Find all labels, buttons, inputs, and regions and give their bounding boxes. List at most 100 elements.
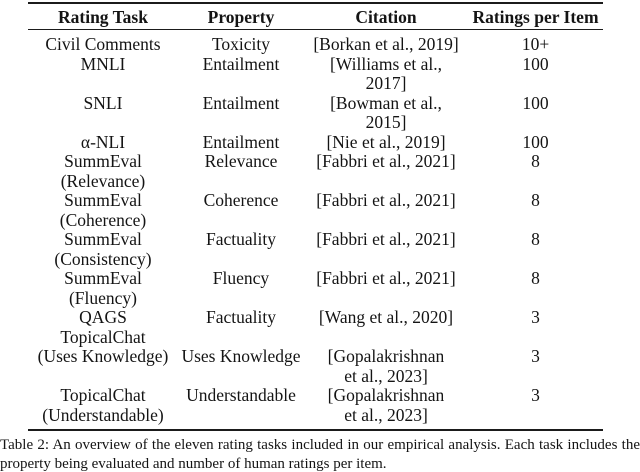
property-cell: Coherence (178, 190, 304, 230)
cell-line: [Nie et al., 2019] (326, 131, 446, 152)
table-body: Civil Comments Toxicity [Borkan et al., 20… (28, 30, 603, 429)
cell-line: [Gopalakrishnan (327, 346, 445, 366)
cell-line: Understandable (186, 385, 296, 405)
task-cell: MNLI (28, 54, 178, 94)
property-cell: Understandable (178, 385, 304, 425)
ratings-cell: 8 (468, 190, 603, 230)
cell-line: [Fabbri et al., 2021] (316, 190, 456, 210)
property-cell: Toxicity (178, 34, 304, 55)
cell-line: TopicalChat (60, 326, 146, 347)
cell-line: SummEval (64, 151, 142, 171)
task-cell: QAGS (28, 307, 178, 328)
cell-line: 3 (531, 307, 540, 327)
cell-line: α-NLI (80, 131, 126, 152)
cell-line: SummEval (64, 229, 142, 249)
citation-cell: [Fabbri et al., 2021] (304, 190, 468, 230)
property-cell: Factuality (178, 229, 304, 269)
table-row: SummEval (Fluency) Fluency [Fabbri et al., … (28, 268, 603, 308)
table-row: SummEval (Relevance) Relevance [Fabbri et a… (28, 151, 603, 191)
task-cell: SummEval (Relevance) (28, 151, 178, 191)
table-row: TopicalChat (Understandable) Understandabl… (28, 385, 603, 425)
cell-line: SummEval (64, 190, 142, 210)
cell-line: Coherence (203, 190, 279, 210)
cell-line: 100 (522, 92, 549, 113)
cell-line: 2017] (365, 73, 407, 93)
cell-line: et al., 2023] (344, 404, 428, 425)
ratings-cell: 100 (468, 53, 603, 94)
property-cell: Uses Knowledge (178, 328, 304, 387)
cell-line: 8 (531, 151, 540, 171)
cell-line: 100 (522, 53, 549, 74)
cell-line (304, 328, 468, 348)
cell-line: (Coherence) (59, 209, 147, 230)
table-header-row: Rating Task Property Citation Ratings pe… (28, 4, 603, 30)
cell-line: [Fabbri et al., 2021] (316, 151, 456, 171)
cell-line: 100 (522, 131, 549, 152)
property-cell: Factuality (178, 307, 304, 328)
cell-line (468, 328, 603, 348)
cell-line: 2015] (365, 112, 407, 132)
cell-line: (Consistency) (54, 248, 152, 269)
cell-line: [Borkan et al., 2019] (313, 34, 459, 54)
table-row: α-NLI Entailment [Nie et al., 2019] 100 (28, 131, 603, 153)
cell-line: (Relevance) (60, 170, 146, 191)
property-cell: Fluency (178, 268, 304, 308)
cell-line: SNLI (83, 92, 123, 113)
property-cell: Relevance (178, 151, 304, 191)
column-header-property: Property (207, 7, 275, 27)
table-caption: Table 2: An overview of the eleven ratin… (0, 437, 640, 472)
cell-line: [Wang et al., 2020] (318, 307, 454, 327)
task-cell: SNLI (28, 92, 178, 133)
citation-cell: [Fabbri et al., 2021] (304, 268, 468, 308)
property-cell: Entailment (178, 131, 304, 153)
cell-line: (Understandable) (42, 404, 164, 425)
cell-line: [Williams et al., (329, 53, 443, 74)
cell-line: Entailment (202, 53, 280, 74)
table-row: SummEval (Coherence) Coherence [Fabbri et a… (28, 190, 603, 230)
cell-line (178, 328, 304, 348)
cell-line: Factuality (206, 229, 276, 249)
citation-cell: [Gopalakrishnan et al., 2023] (304, 385, 468, 425)
cell-line: et al., 2023] (344, 365, 428, 386)
ratings-cell: 3 (468, 307, 603, 328)
citation-cell: [Williams et al., 2017] (304, 53, 468, 94)
task-cell: SummEval (Consistency) (28, 229, 178, 269)
cell-line: (Uses Knowledge) (37, 346, 169, 366)
table-row: TopicalChat (Uses Knowledge) Uses Knowledg… (28, 326, 603, 387)
table-row: SummEval (Consistency) Factuality [Fabbri e… (28, 229, 603, 269)
ratings-cell: 8 (468, 268, 603, 308)
ratings-cell: 3 (468, 328, 603, 387)
cell-line: Uses Knowledge (181, 346, 301, 366)
ratings-table: Rating Task Property Citation Ratings pe… (28, 2, 603, 431)
cell-line: [Fabbri et al., 2021] (316, 229, 456, 249)
ratings-cell: 100 (468, 92, 603, 133)
task-cell: Civil Comments (28, 34, 178, 55)
task-cell: TopicalChat (Uses Knowledge) (28, 326, 178, 387)
table-row: SNLI Entailment [Bowman et al., 2015] 100 (28, 92, 603, 133)
cell-line: Toxicity (211, 34, 271, 54)
cell-line: Entailment (202, 92, 280, 113)
cell-line: Entailment (202, 131, 280, 152)
citation-cell: [Wang et al., 2020] (304, 307, 468, 328)
table-row: Civil Comments Toxicity [Borkan et al., 20… (28, 34, 603, 55)
task-cell: SummEval (Coherence) (28, 190, 178, 230)
ratings-cell: 3 (468, 385, 603, 425)
cell-line: TopicalChat (60, 385, 146, 405)
column-header-citation: Citation (355, 7, 417, 27)
task-cell: TopicalChat (Understandable) (28, 385, 178, 425)
cell-line: 8 (531, 229, 540, 249)
property-cell: Entailment (178, 92, 304, 133)
ratings-cell: 10+ (468, 34, 603, 55)
ratings-cell: 8 (468, 229, 603, 269)
citation-cell: [Bowman et al., 2015] (304, 93, 468, 133)
task-cell: α-NLI (28, 131, 178, 153)
cell-line: (Fluency) (68, 287, 138, 308)
ratings-cell: 100 (468, 131, 603, 153)
cell-line: [Fabbri et al., 2021] (316, 268, 456, 288)
citation-cell: [Fabbri et al., 2021] (304, 151, 468, 191)
cell-line: 3 (531, 385, 540, 405)
cell-line: SummEval (64, 268, 142, 288)
cell-line: Civil Comments (45, 34, 161, 54)
cell-line: Relevance (204, 151, 278, 171)
